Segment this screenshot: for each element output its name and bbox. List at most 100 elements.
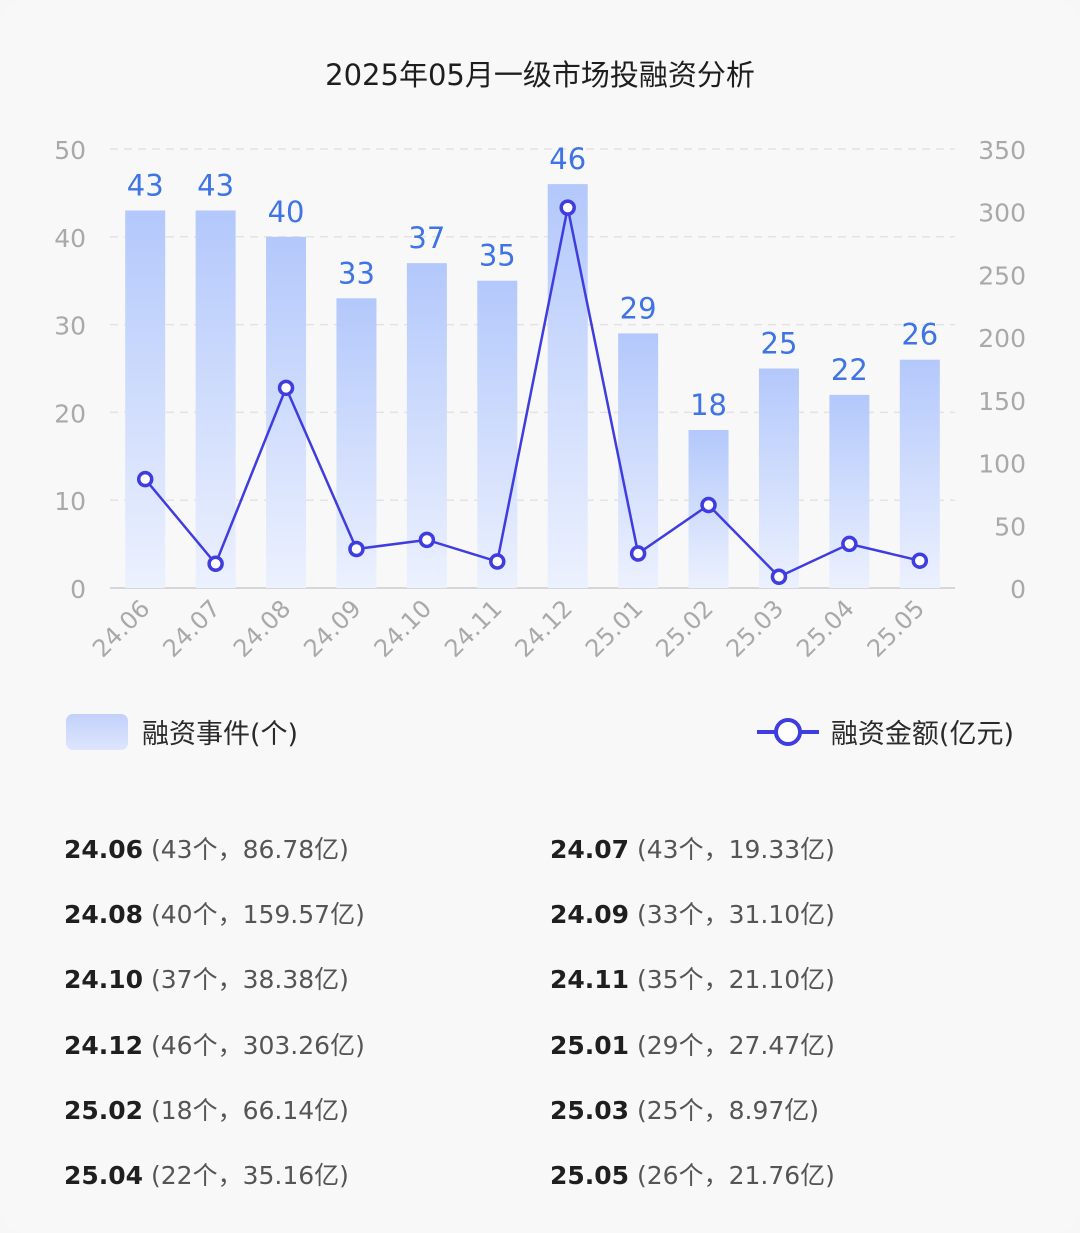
detail-item: 24.11 (35个，21.10亿) — [550, 960, 835, 996]
detail-month: 24.10 — [64, 965, 144, 995]
bar-25.05 — [899, 359, 940, 588]
bar-value-label: 22 — [831, 353, 868, 387]
detail-item: 25.05 (26个，21.76亿) — [550, 1156, 835, 1192]
y-right-tick-label: 200 — [978, 324, 1026, 353]
y-right-tick-label: 250 — [978, 261, 1026, 290]
line-point-25.01 — [629, 545, 647, 562]
x-tick-label: 24.06 — [87, 594, 155, 662]
bar-24.06 — [125, 210, 166, 588]
detail-month: 25.04 — [64, 1161, 144, 1190]
bar-24.09 — [336, 298, 377, 588]
detail-item: 24.06 (43个，86.78亿) — [64, 830, 349, 866]
bar-value-label: 18 — [690, 388, 727, 422]
x-tick-label: 24.12 — [510, 594, 578, 662]
detail-values: (18个，66.14亿) — [143, 1095, 349, 1125]
detail-values: (43个，86.78亿) — [143, 835, 349, 864]
y-left-tick-label: 40 — [54, 224, 86, 253]
x-tick-label: 24.09 — [298, 594, 366, 662]
chart-title: 2025年05月一级市场投融资分析 — [325, 58, 755, 92]
legend-line-marker-icon — [756, 714, 819, 750]
detail-item: 24.12 (46个，303.26亿) — [64, 1026, 365, 1062]
bar-value-label: 43 — [127, 168, 164, 202]
legend-bars: 融资事件(个) — [66, 712, 298, 751]
y-left-tick-label: 0 — [70, 575, 86, 604]
y-right-tick-label: 350 — [978, 136, 1026, 165]
detail-item: 24.07 (43个，19.33亿) — [550, 830, 835, 866]
detail-item: 25.01 (29个，27.47亿) — [550, 1026, 835, 1062]
bar-value-label: 46 — [549, 142, 586, 176]
bar-value-label: 25 — [761, 327, 798, 361]
y-right-tick-label: 100 — [978, 450, 1026, 479]
line-point-24.09 — [348, 540, 365, 558]
detail-month: 25.03 — [550, 1095, 630, 1125]
y-right-tick-label: 50 — [994, 512, 1026, 541]
detail-item: 24.09 (33个，31.10亿) — [550, 895, 835, 931]
line-point-24.06 — [136, 470, 154, 488]
detail-values: (33个，31.10亿) — [629, 900, 835, 930]
bar-24.08 — [266, 236, 307, 589]
y-left-tick-label: 50 — [54, 136, 86, 165]
y-left-tick-label: 10 — [54, 487, 86, 516]
x-tick-label: 25.02 — [650, 594, 718, 662]
detail-month: 25.02 — [64, 1095, 144, 1125]
legend-line-label: 融资金额(亿元) — [830, 719, 1014, 750]
bar-value-label: 43 — [197, 168, 234, 202]
detail-values: (25个，8.97亿) — [629, 1095, 820, 1125]
bar-value-label: 26 — [901, 318, 938, 352]
x-tick-label: 24.11 — [439, 594, 507, 662]
y-left-tick-label: 20 — [54, 399, 86, 428]
detail-month: 24.08 — [64, 900, 144, 930]
line-point-24.12 — [559, 199, 576, 216]
line-point-24.08 — [277, 379, 295, 397]
detail-item: 24.08 (40个，159.57亿) — [64, 895, 365, 931]
line-point-24.10 — [418, 531, 436, 549]
bar-24.07 — [195, 210, 236, 588]
bar-25.04 — [829, 394, 870, 588]
line-point-25.05 — [911, 552, 929, 569]
x-tick-label: 25.04 — [791, 594, 859, 662]
x-tick-label: 25.05 — [862, 594, 930, 662]
detail-month: 24.12 — [64, 1030, 144, 1060]
legend-line: 融资金额(亿元) — [756, 712, 1014, 751]
line-point-24.07 — [207, 555, 224, 573]
detail-month: 24.06 — [64, 835, 144, 864]
bar-value-label: 33 — [338, 256, 375, 290]
line-series-amount — [144, 207, 921, 579]
detail-item: 25.03 (25个，8.97亿) — [550, 1091, 819, 1127]
bar-24.12 — [547, 184, 588, 588]
x-tick-label: 24.08 — [228, 594, 296, 662]
line-point-25.04 — [841, 535, 858, 553]
bar-value-label: 29 — [620, 291, 657, 325]
y-right-tick-label: 300 — [978, 199, 1026, 228]
detail-values: (37个，38.38亿) — [143, 965, 349, 995]
detail-values: (26个，21.76亿) — [629, 1161, 835, 1190]
x-tick-label: 24.10 — [369, 594, 437, 662]
line-point-24.11 — [489, 553, 506, 570]
x-tick-label: 24.07 — [157, 594, 225, 662]
legend-bar-swatch — [66, 713, 128, 750]
detail-month: 24.09 — [550, 900, 630, 930]
y-right-tick-label: 0 — [1010, 575, 1026, 604]
detail-item: 25.04 (22个，35.16亿) — [64, 1156, 349, 1192]
detail-values: (40个，159.57亿) — [143, 900, 365, 930]
x-tick-label: 25.01 — [580, 594, 648, 662]
bar-25.03 — [758, 368, 799, 588]
detail-month: 25.05 — [550, 1161, 630, 1190]
x-tick-label: 25.03 — [721, 594, 789, 662]
bar-value-label: 37 — [408, 221, 445, 255]
detail-item: 24.10 (37个，38.38亿) — [64, 960, 349, 996]
y-right-tick-label: 150 — [978, 387, 1026, 416]
bar-value-label: 35 — [479, 239, 516, 273]
detail-month: 25.01 — [550, 1030, 630, 1060]
line-point-25.03 — [770, 568, 788, 585]
bar-value-label: 40 — [268, 195, 305, 229]
line-point-25.02 — [700, 496, 717, 514]
detail-month: 24.11 — [550, 965, 630, 995]
y-left-tick-label: 30 — [54, 312, 86, 341]
detail-values: (29个，27.47亿) — [629, 1030, 835, 1060]
detail-values: (22个，35.16亿) — [143, 1161, 349, 1190]
detail-values: (43个，19.33亿) — [629, 835, 835, 864]
detail-item: 25.02 (18个，66.14亿) — [64, 1091, 349, 1127]
